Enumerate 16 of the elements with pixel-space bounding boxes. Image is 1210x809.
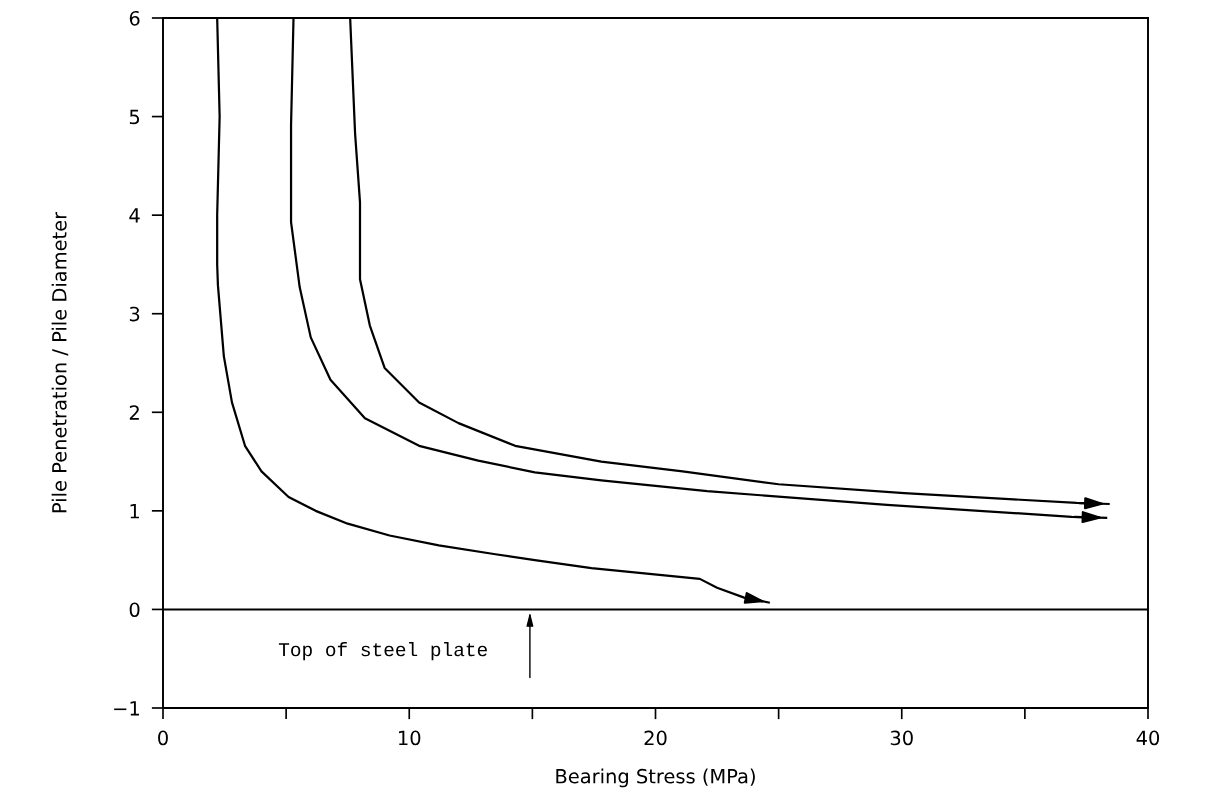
x-tick-label: 30 [890, 730, 913, 746]
x-tick-label: 0 [158, 730, 168, 746]
y-tick-label: 4 [129, 208, 140, 223]
x-tick-label: 10 [399, 730, 421, 746]
x-tick-label: 40 [1136, 730, 1160, 746]
x-tick-label: 20 [644, 730, 667, 746]
y-tick-label: 6 [129, 10, 140, 26]
y-tick-label: 5 [129, 109, 140, 125]
y-tick-label: 2 [129, 405, 139, 420]
x-axis-title: Bearing Stress (MPa) [556, 768, 755, 788]
y-tick-label: −1 [114, 701, 139, 716]
y-tick-label: 3 [129, 306, 140, 322]
annotation: Top of steel plate [278, 642, 487, 661]
y-axis-title: Pile Penetration / Pile Diameter [51, 211, 69, 513]
y-tick-label: 1 [130, 504, 139, 519]
y-tick-label: 0 [129, 602, 140, 618]
